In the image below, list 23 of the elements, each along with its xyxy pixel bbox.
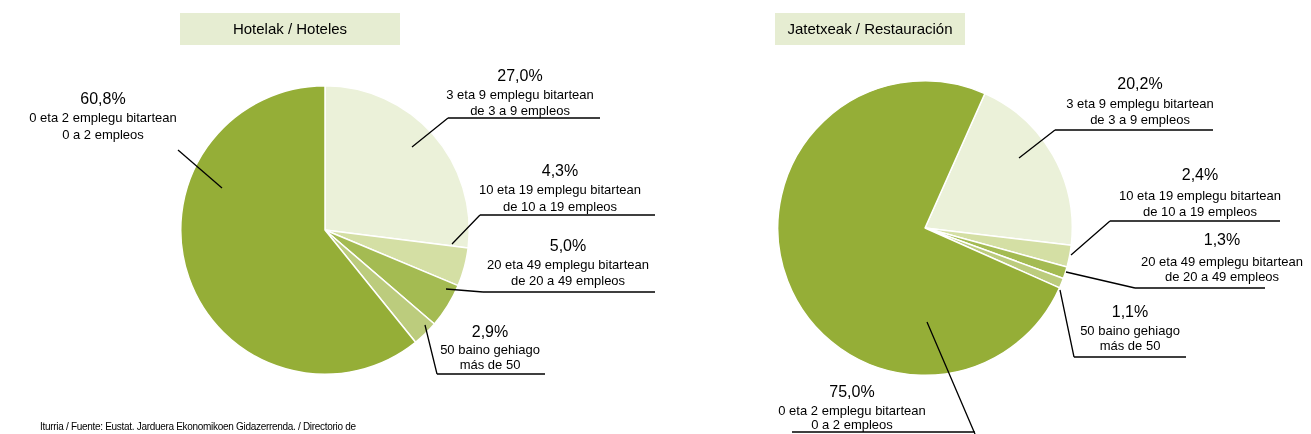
- slice-label: 20 eta 49 emplegu bitartean de 20 a 49 empleos: [1141, 253, 1303, 284]
- chart-title: Hotelak / Hoteles: [180, 13, 400, 45]
- slice-label: 50 baino gehiago más de 50: [1080, 322, 1180, 353]
- data-label: 60,8%: [80, 90, 126, 108]
- slice-label: 0 eta 2 emplegu bitartean 0 a 2 empleos: [29, 109, 177, 142]
- slice-label: 10 eta 19 emplegu bitartean de 10 a 19 empleos: [479, 181, 641, 214]
- slice-label: 3 eta 9 emplegu bitartean de 3 a 9 empleos: [1066, 95, 1214, 127]
- chart-title: Jatetxeak / Restauración: [775, 13, 965, 45]
- data-label: 75,0%: [829, 383, 875, 401]
- data-label: 5,0%: [549, 237, 587, 255]
- data-label: 2,9%: [471, 323, 509, 341]
- text: Iturria / Fuente: Eustat. Jarduera Ekonomikoen Gidazerrenda. / Directorio de: [40, 421, 356, 432]
- data-label: 20,2%: [1117, 75, 1163, 93]
- data-label: 1,3%: [1203, 231, 1241, 249]
- data-label: 1,1%: [1111, 303, 1149, 321]
- slice-label: 3 eta 9 emplegu bitartean de 3 a 9 empleos: [446, 86, 594, 118]
- slice-label: 20 eta 49 emplegu bitartean de 20 a 49 empleos: [487, 256, 649, 288]
- data-label: 27,0%: [497, 67, 543, 85]
- slice-label: 0 eta 2 emplegu bitartean 0 a 2 empleos: [778, 402, 926, 432]
- slice-label: 50 baino gehiago más de 50: [440, 341, 540, 372]
- data-label: 2,4%: [1181, 166, 1219, 184]
- slice-label: 10 eta 19 emplegu bitartean de 10 a 19 empleos: [1119, 187, 1281, 219]
- data-label: 4,3%: [541, 162, 579, 180]
